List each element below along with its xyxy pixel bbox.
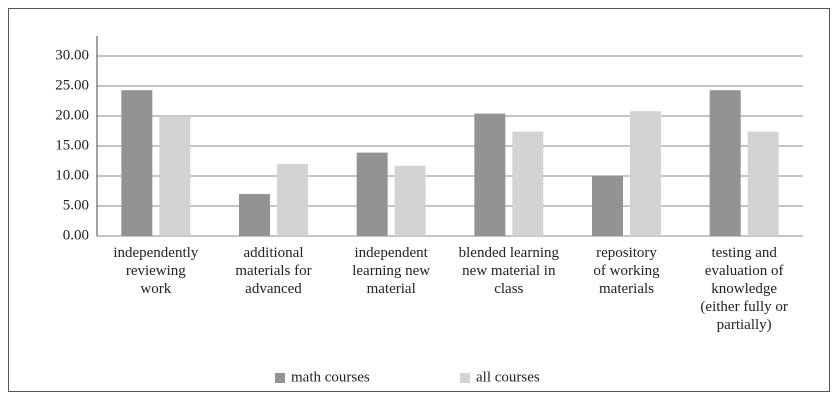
bar xyxy=(630,111,661,236)
bar xyxy=(474,113,506,236)
bar xyxy=(239,194,270,236)
bar xyxy=(709,90,741,236)
legend-swatch xyxy=(275,373,285,383)
legend-label: math courses xyxy=(291,369,370,385)
y-tick-label: 15.00 xyxy=(55,137,89,153)
legend-label: all courses xyxy=(476,369,540,385)
x-tick-label: repository of working materials xyxy=(593,245,660,297)
y-tick-label: 25.00 xyxy=(55,77,89,93)
y-tick-label: 0.00 xyxy=(63,227,89,243)
bar xyxy=(747,131,779,236)
chart-border xyxy=(8,8,830,392)
y-tick-label: 30.00 xyxy=(55,47,89,63)
bar xyxy=(512,131,544,236)
y-tick-label: 5.00 xyxy=(63,197,89,213)
y-tick-label: 20.00 xyxy=(55,107,89,123)
x-tick-label: additional materials for advanced xyxy=(235,245,311,297)
x-tick-label: blended learning new material in class xyxy=(459,245,560,297)
legend-swatch xyxy=(460,373,470,383)
bar xyxy=(277,164,308,236)
x-tick-label: independent learning new material xyxy=(352,245,430,297)
bar xyxy=(394,165,426,236)
x-tick-label: independently reviewing work xyxy=(113,245,198,297)
y-tick-label: 10.00 xyxy=(55,167,89,183)
bar xyxy=(121,90,153,236)
x-tick-label: testing and evaluation of knowledge (either… xyxy=(700,245,787,333)
bar xyxy=(356,152,388,236)
bar xyxy=(159,116,191,236)
bar xyxy=(592,176,623,236)
